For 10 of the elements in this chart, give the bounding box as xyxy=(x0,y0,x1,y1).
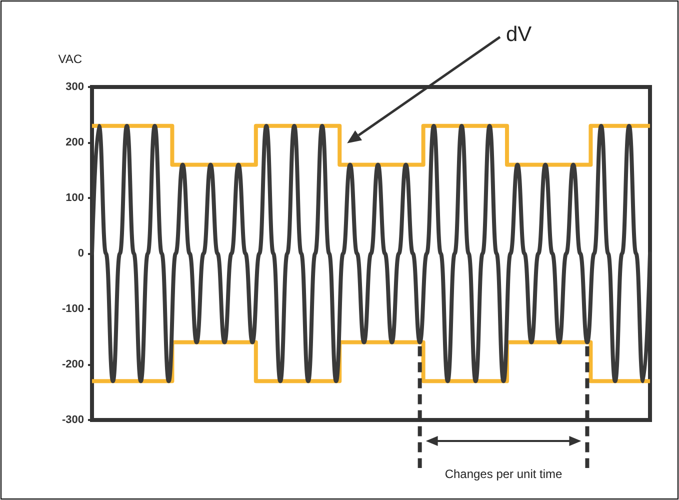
y-tick-label: 0 xyxy=(78,248,84,260)
y-tick-label: -200 xyxy=(62,358,84,370)
text: dV xyxy=(506,23,532,46)
y-tick-label: -300 xyxy=(62,414,84,426)
y-tick-label: -100 xyxy=(62,303,84,315)
text: Changes per unit time xyxy=(444,467,563,481)
y-tick-label: 200 xyxy=(66,136,84,148)
y-tick-label: 100 xyxy=(66,192,84,204)
y-axis-title: VAC xyxy=(58,52,82,66)
y-tick-label: 300 xyxy=(66,81,84,93)
